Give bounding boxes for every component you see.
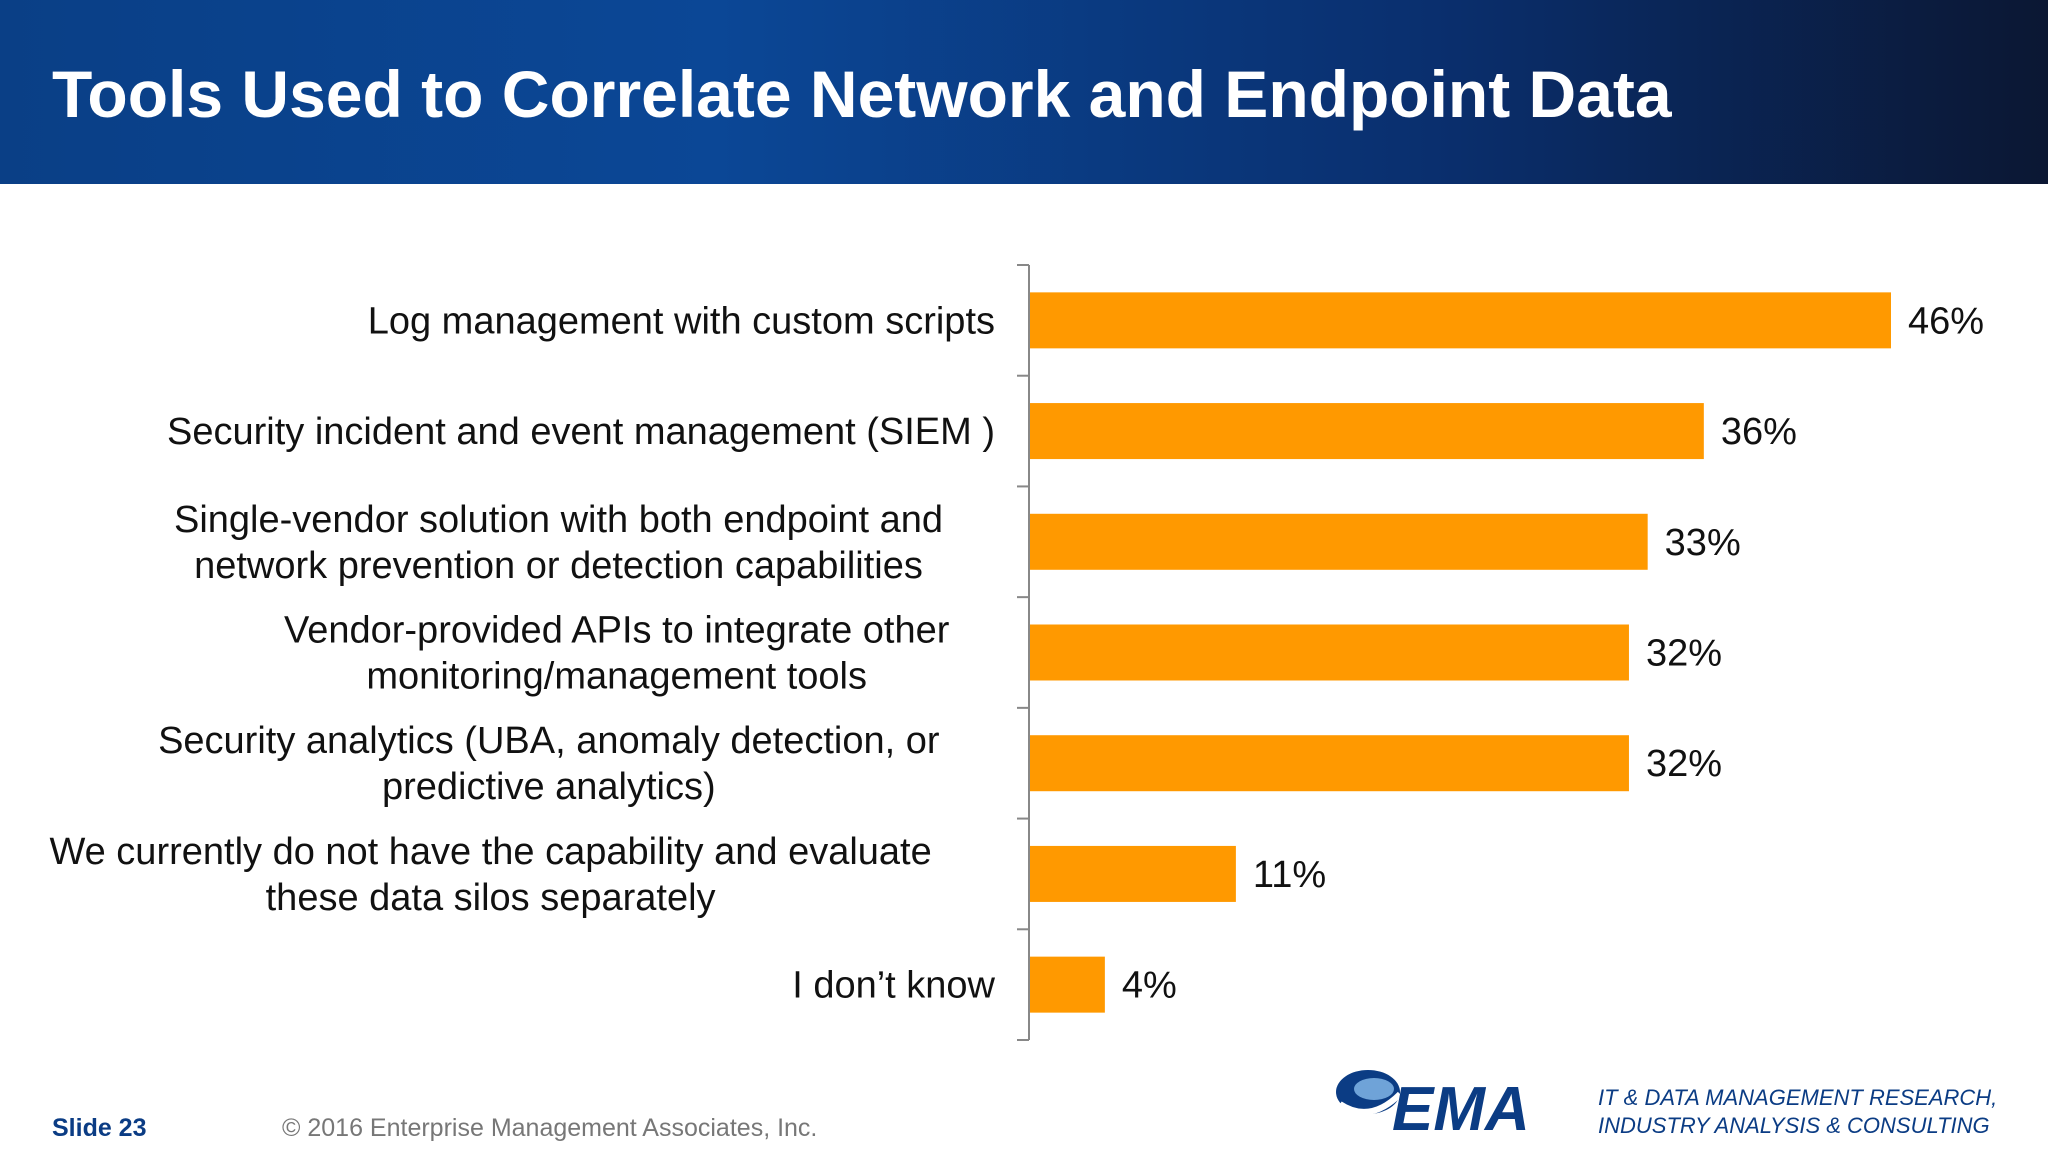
value-label-3: 32% [1646,633,1722,675]
bar-2 [1030,513,1648,570]
logo-wordmark: EMA [1392,1075,1530,1138]
tagline-line-2: INDUSTRY ANALYSIS & CONSULTING [1598,1113,1990,1138]
category-label-0: Log management with custom scripts [368,300,995,342]
category-label-4-line-1: Security analytics (UBA, anomaly detecti… [158,720,940,762]
value-label-5: 11% [1253,854,1326,896]
tagline: IT & DATA MANAGEMENT RESEARCH, INDUSTRY … [1598,1084,1997,1140]
category-label-2-line-2: network prevention or detection capabili… [194,545,923,587]
ema-swoosh-icon [1336,1070,1403,1115]
category-label-5-line-2: these data silos separately [266,877,716,919]
category-label-4-line-2: predictive analytics) [382,766,716,808]
slide-number: Slide 23 [52,1114,147,1142]
tagline-line-1: IT & DATA MANAGEMENT RESEARCH, [1598,1085,1998,1110]
category-label-1: Security incident and event management (… [167,411,995,453]
bar-5 [1030,845,1236,902]
value-label-1: 36% [1721,411,1797,453]
bar-0 [1030,292,1891,349]
value-label-2: 33% [1665,522,1741,564]
category-label-3-line-2: monitoring/management tools [366,656,867,698]
value-label-6: 4% [1122,965,1177,1007]
category-label-3-line-1: Vendor-provided APIs to integrate other [284,610,950,652]
category-label-6: I don’t know [792,965,995,1007]
ema-logo: EMA [1336,1070,1530,1138]
copyright-text: © 2016 Enterprise Management Associates,… [282,1114,818,1142]
title-banner: Tools Used to Correlate Network and Endp… [0,0,2048,184]
value-label-4: 32% [1646,743,1722,785]
category-label-5-line-1: We currently do not have the capability … [49,831,931,873]
value-label-0: 46% [1908,300,1984,342]
bar-4 [1030,735,1629,792]
slide-title: Tools Used to Correlate Network and Endp… [52,57,1672,131]
bar-6 [1030,956,1105,1013]
category-label-2-line-1: Single-vendor solution with both endpoin… [174,499,943,541]
bar-1 [1030,403,1704,460]
bar-3 [1030,624,1629,681]
